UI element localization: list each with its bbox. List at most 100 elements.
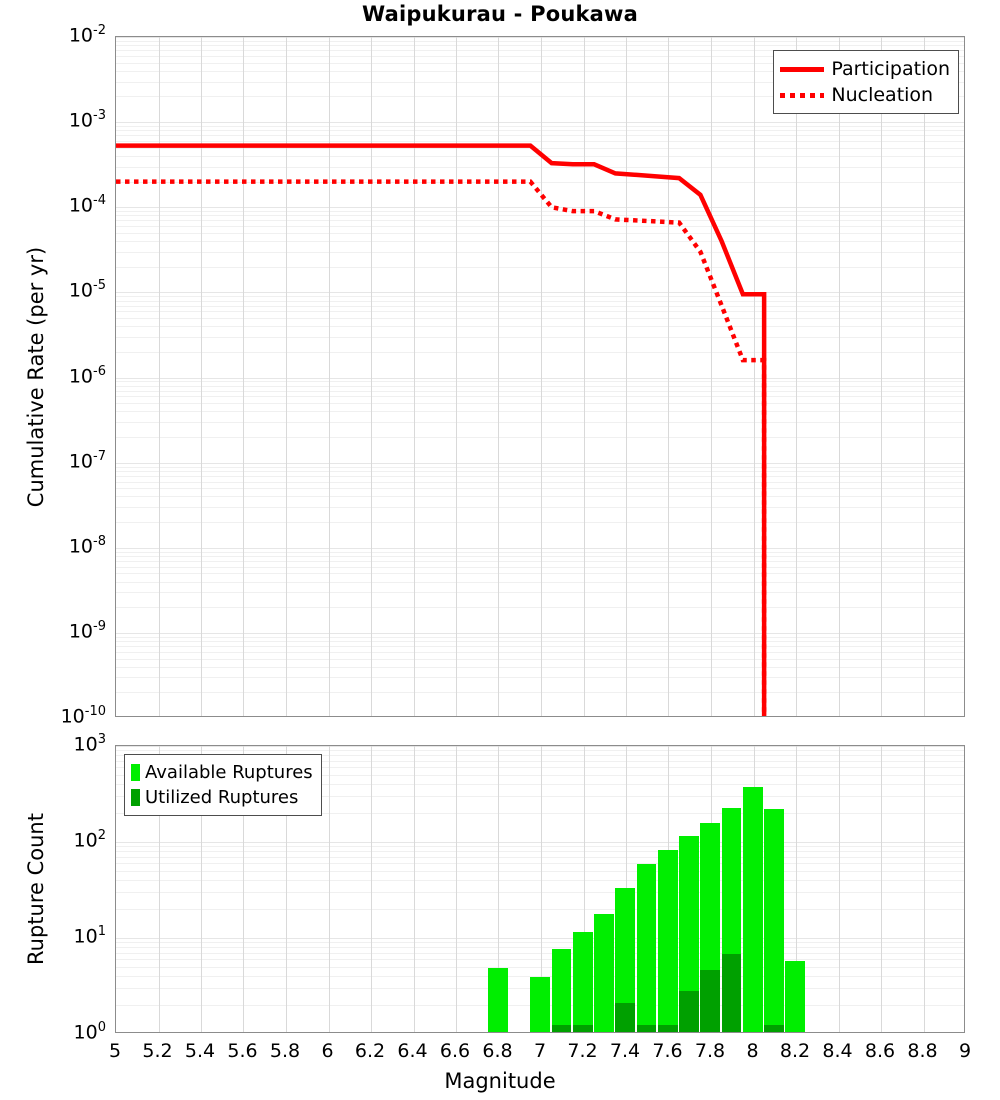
bar-available-ruptures[interactable] bbox=[742, 786, 763, 1032]
gridline-vertical bbox=[881, 746, 882, 1032]
bar-available-ruptures[interactable] bbox=[487, 968, 508, 1032]
magnitude-tick-label: 5 bbox=[108, 1040, 122, 1062]
gridline-horizontal-minor bbox=[116, 592, 964, 593]
gridline-vertical bbox=[924, 37, 925, 716]
gridline-horizontal-minor bbox=[116, 241, 964, 242]
gridline-horizontal-minor bbox=[116, 857, 964, 858]
gridline-horizontal bbox=[116, 37, 964, 38]
gridline-vertical bbox=[796, 746, 797, 1032]
gridline-horizontal-minor bbox=[116, 892, 964, 893]
gridline-horizontal-minor bbox=[116, 220, 964, 221]
gridline-horizontal-minor bbox=[116, 767, 964, 768]
bar-available-ruptures[interactable] bbox=[657, 849, 678, 1032]
gridline-horizontal-minor bbox=[116, 167, 964, 168]
gridline-horizontal bbox=[116, 292, 964, 293]
rate-ytick-label: 10-4 bbox=[68, 193, 106, 217]
gridline-horizontal-minor bbox=[116, 692, 964, 693]
magnitude-tick-label: 7.6 bbox=[652, 1040, 683, 1062]
gridline-horizontal-minor bbox=[116, 556, 964, 557]
bar-utilized-ruptures[interactable] bbox=[657, 1025, 678, 1032]
magnitude-tick-label: 9 bbox=[958, 1040, 972, 1062]
gridline-horizontal-minor bbox=[116, 211, 964, 212]
gridline-horizontal-minor bbox=[116, 233, 964, 234]
gridline-horizontal-minor bbox=[116, 775, 964, 776]
gridline-horizontal-minor bbox=[116, 667, 964, 668]
gridline-horizontal-minor bbox=[116, 607, 964, 608]
magnitude-tick-label: 8.4 bbox=[822, 1040, 853, 1062]
gridline-vertical bbox=[243, 746, 244, 1032]
gridline-horizontal-minor bbox=[116, 863, 964, 864]
gridline-horizontal-minor bbox=[116, 871, 964, 872]
bar-available-ruptures[interactable] bbox=[530, 977, 551, 1032]
magnitude-tick-label: 6.4 bbox=[397, 1040, 428, 1062]
gridline-horizontal-minor bbox=[116, 252, 964, 253]
gridline-horizontal bbox=[116, 842, 964, 843]
gridline-horizontal-minor bbox=[116, 959, 964, 960]
gridline-vertical bbox=[286, 746, 287, 1032]
gridline-vertical bbox=[839, 746, 840, 1032]
gridline-horizontal-minor bbox=[116, 141, 964, 142]
bar-utilized-ruptures[interactable] bbox=[721, 953, 742, 1032]
bar-utilized-ruptures[interactable] bbox=[636, 1025, 657, 1032]
page-title: Waipukurau - Poukawa bbox=[362, 2, 638, 26]
gridline-horizontal-minor bbox=[116, 637, 964, 638]
bar-available-ruptures[interactable] bbox=[594, 913, 614, 1032]
bar-available-ruptures[interactable] bbox=[551, 948, 572, 1032]
bar-available-ruptures[interactable] bbox=[572, 932, 593, 1032]
gridline-horizontal-minor bbox=[116, 226, 964, 227]
gridline-horizontal-minor bbox=[116, 641, 964, 642]
gridline-horizontal-minor bbox=[116, 422, 964, 423]
gridline-horizontal-minor bbox=[116, 352, 964, 353]
gridline-horizontal-minor bbox=[116, 582, 964, 583]
rate-curves bbox=[116, 143, 767, 716]
bar-available-ruptures[interactable] bbox=[785, 960, 806, 1032]
gridline-horizontal-minor bbox=[116, 880, 964, 881]
gridline-horizontal-minor bbox=[116, 386, 964, 387]
magnitude-tick-label: 7.8 bbox=[694, 1040, 726, 1062]
gridline-horizontal-minor bbox=[116, 306, 964, 307]
gridline-vertical bbox=[414, 37, 415, 716]
gridline-vertical bbox=[329, 37, 330, 716]
gridline-horizontal-minor bbox=[116, 71, 964, 72]
gridline-horizontal-minor bbox=[116, 488, 964, 489]
gridline-horizontal-minor bbox=[116, 437, 964, 438]
gridline-horizontal-minor bbox=[116, 552, 964, 553]
gridline-horizontal-minor bbox=[116, 947, 964, 948]
magnitude-tick-label: 7.2 bbox=[567, 1040, 598, 1062]
bar-utilized-ruptures[interactable] bbox=[551, 1025, 572, 1032]
bar-utilized-ruptures[interactable] bbox=[572, 1025, 593, 1032]
gridline-horizontal bbox=[116, 463, 964, 464]
magnitude-tick-label: 7 bbox=[533, 1040, 547, 1062]
bar-available-ruptures[interactable] bbox=[615, 887, 636, 1032]
gridline-horizontal-minor bbox=[116, 482, 964, 483]
magnitude-tick-label: 5.2 bbox=[142, 1040, 173, 1062]
gridline-vertical bbox=[584, 37, 585, 716]
gridline-horizontal-minor bbox=[116, 148, 964, 149]
legend-item-available: Available Ruptures bbox=[131, 760, 313, 785]
bar-utilized-ruptures[interactable] bbox=[679, 990, 699, 1032]
gridline-horizontal-minor bbox=[116, 326, 964, 327]
gridline-horizontal-minor bbox=[116, 976, 964, 977]
bar-available-ruptures[interactable] bbox=[679, 836, 699, 1032]
bar-available-ruptures[interactable] bbox=[764, 809, 784, 1032]
rate-ytick-label: 10-3 bbox=[68, 108, 106, 132]
gridline-horizontal-minor bbox=[116, 381, 964, 382]
gridline-horizontal-minor bbox=[116, 796, 964, 797]
magnitude-tick-label: 6.6 bbox=[439, 1040, 471, 1062]
gridline-horizontal-minor bbox=[116, 130, 964, 131]
bar-utilized-ruptures[interactable] bbox=[615, 1003, 636, 1032]
gridline-horizontal-minor bbox=[116, 659, 964, 660]
gridline-vertical bbox=[371, 746, 372, 1032]
bar-utilized-ruptures[interactable] bbox=[764, 1025, 784, 1032]
gridline-vertical bbox=[159, 746, 160, 1032]
gridline-horizontal-minor bbox=[116, 471, 964, 472]
bar-available-ruptures[interactable] bbox=[636, 864, 657, 1032]
gridline-horizontal-minor bbox=[116, 82, 964, 83]
gridline-vertical bbox=[924, 746, 925, 1032]
gridline-horizontal-minor bbox=[116, 311, 964, 312]
count-ytick-label: 102 bbox=[73, 828, 106, 852]
magnitude-tick-label: 5.8 bbox=[269, 1040, 301, 1062]
magnitude-tick-label: 5.6 bbox=[227, 1040, 258, 1062]
bar-utilized-ruptures[interactable] bbox=[700, 970, 721, 1032]
gridline-horizontal-minor bbox=[116, 156, 964, 157]
